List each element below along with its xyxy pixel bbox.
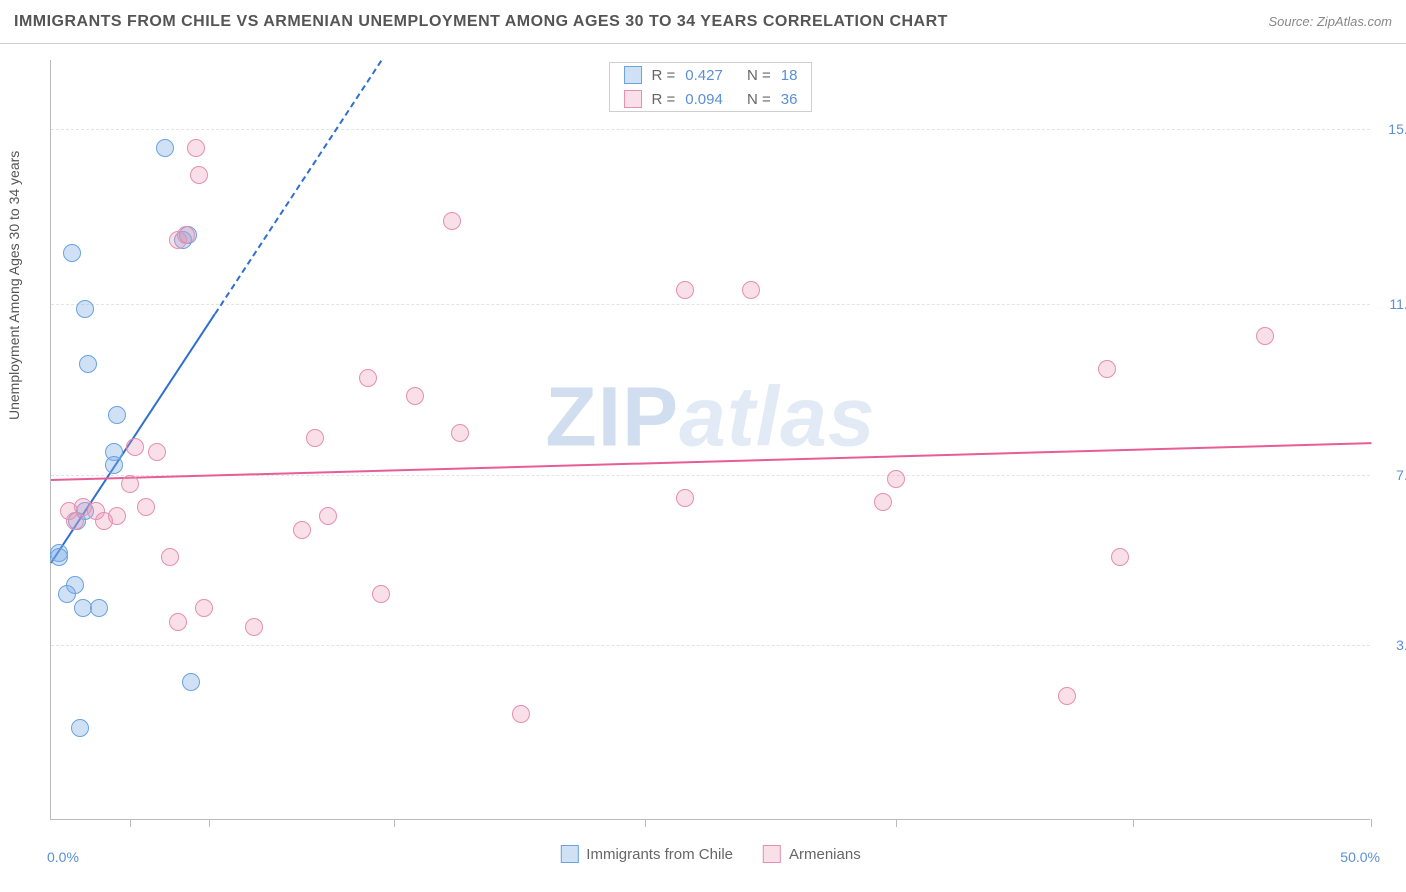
legend-item-armenians: Armenians: [763, 845, 861, 863]
data-point-armenians: [406, 387, 424, 405]
data-point-chile: [50, 548, 68, 566]
data-point-chile: [63, 244, 81, 262]
watermark-zip: ZIP: [545, 369, 679, 463]
y-tick-label: 11.2%: [1389, 296, 1406, 312]
data-point-armenians: [190, 166, 208, 184]
legend-series: Immigrants from Chile Armenians: [560, 845, 860, 863]
data-point-chile: [105, 456, 123, 474]
watermark-atlas: atlas: [679, 369, 875, 463]
data-point-armenians: [1098, 360, 1116, 378]
title-bar: IMMIGRANTS FROM CHILE VS ARMENIAN UNEMPL…: [0, 0, 1406, 44]
data-point-armenians: [195, 599, 213, 617]
watermark: ZIPatlas: [545, 368, 875, 465]
data-point-armenians: [1256, 327, 1274, 345]
source-label: Source: ZipAtlas.com: [1268, 14, 1392, 29]
gridline: [51, 645, 1370, 646]
x-tick: [1133, 819, 1134, 827]
data-point-armenians: [137, 498, 155, 516]
x-tick: [394, 819, 395, 827]
data-point-chile: [156, 139, 174, 157]
legend-stats-row-armenians: R = 0.094 N = 36: [610, 87, 812, 111]
data-point-armenians: [169, 231, 187, 249]
data-point-armenians: [245, 618, 263, 636]
data-point-armenians: [169, 613, 187, 631]
legend-stats: R = 0.427 N = 18 R = 0.094 N = 36: [609, 62, 813, 112]
r-value-armenians: 0.094: [685, 91, 723, 108]
data-point-chile: [90, 599, 108, 617]
data-point-armenians: [887, 470, 905, 488]
n-label: N =: [747, 91, 771, 108]
y-tick-label: 7.5%: [1396, 467, 1406, 483]
data-point-armenians: [512, 705, 530, 723]
legend-label-armenians: Armenians: [789, 846, 861, 863]
y-tick-label: 3.8%: [1396, 637, 1406, 653]
legend-label-chile: Immigrants from Chile: [586, 846, 733, 863]
swatch-chile: [624, 66, 642, 84]
x-tick: [1371, 819, 1372, 827]
data-point-chile: [76, 300, 94, 318]
chart-title: IMMIGRANTS FROM CHILE VS ARMENIAN UNEMPL…: [14, 13, 948, 31]
n-value-chile: 18: [781, 67, 798, 84]
data-point-armenians: [306, 429, 324, 447]
x-axis-min-label: 0.0%: [47, 849, 79, 865]
swatch-chile-icon: [560, 845, 578, 863]
data-point-chile: [108, 406, 126, 424]
data-point-armenians: [161, 548, 179, 566]
x-tick: [209, 819, 210, 827]
data-point-armenians: [676, 489, 694, 507]
swatch-armenians-icon: [763, 845, 781, 863]
data-point-armenians: [126, 438, 144, 456]
data-point-armenians: [742, 281, 760, 299]
data-point-armenians: [66, 512, 84, 530]
trend-line: [214, 60, 382, 314]
y-axis-label: Unemployment Among Ages 30 to 34 years: [6, 151, 22, 420]
data-point-armenians: [372, 585, 390, 603]
data-point-chile: [182, 673, 200, 691]
data-point-armenians: [1111, 548, 1129, 566]
data-point-armenians: [451, 424, 469, 442]
x-tick: [645, 819, 646, 827]
x-tick: [130, 819, 131, 827]
x-axis-max-label: 50.0%: [1340, 849, 1380, 865]
data-point-armenians: [108, 507, 126, 525]
n-value-armenians: 36: [781, 91, 798, 108]
data-point-armenians: [676, 281, 694, 299]
gridline: [51, 129, 1370, 130]
gridline: [51, 304, 1370, 305]
data-point-armenians: [293, 521, 311, 539]
legend-item-chile: Immigrants from Chile: [560, 845, 733, 863]
x-tick: [896, 819, 897, 827]
data-point-chile: [79, 355, 97, 373]
data-point-armenians: [319, 507, 337, 525]
data-point-armenians: [359, 369, 377, 387]
data-point-armenians: [121, 475, 139, 493]
n-label: N =: [747, 67, 771, 84]
data-point-chile: [66, 576, 84, 594]
data-point-armenians: [443, 212, 461, 230]
data-point-armenians: [874, 493, 892, 511]
y-tick-label: 15.0%: [1388, 121, 1406, 137]
data-point-armenians: [187, 139, 205, 157]
data-point-chile: [71, 719, 89, 737]
data-point-armenians: [1058, 687, 1076, 705]
r-label: R =: [652, 67, 676, 84]
r-value-chile: 0.427: [685, 67, 723, 84]
legend-stats-row-chile: R = 0.427 N = 18: [610, 63, 812, 87]
r-label: R =: [652, 91, 676, 108]
swatch-armenians: [624, 90, 642, 108]
plot-area: ZIPatlas R = 0.427 N = 18 R = 0.094 N = …: [50, 60, 1370, 820]
data-point-armenians: [148, 443, 166, 461]
